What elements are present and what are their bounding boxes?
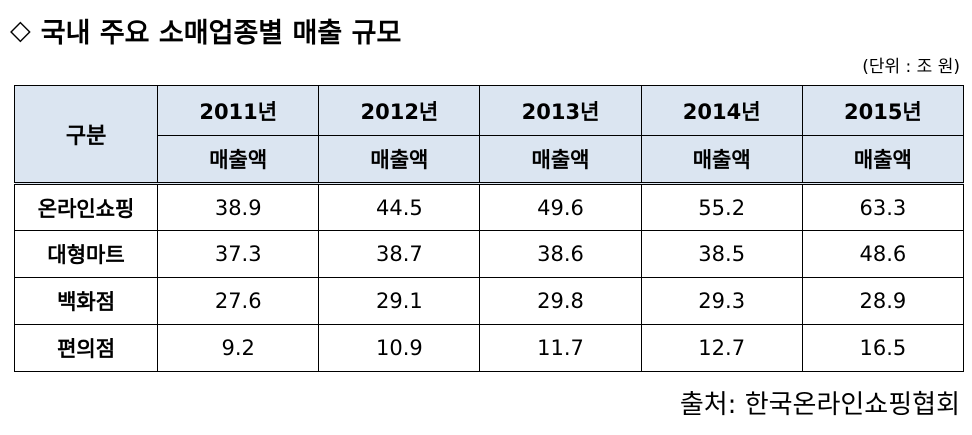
table-row: 온라인쇼핑 38.9 44.5 49.6 55.2 63.3 [13, 183, 965, 231]
table-cell: 38.5 [640, 230, 803, 278]
table-cell: 29.1 [318, 277, 481, 325]
sales-header: 매출액 [801, 135, 965, 185]
year-header: 2015년 [801, 85, 965, 136]
category-header: 구분 [13, 85, 159, 185]
year-header: 2011년 [157, 85, 320, 136]
table-row: 편의점 9.2 10.9 11.7 12.7 16.5 [13, 324, 965, 372]
table-cell: 44.5 [318, 183, 481, 231]
sales-table: 구분 2011년 2012년 2013년 2014년 2015년 매출액 매출액… [13, 85, 965, 372]
year-header-row: 구분 2011년 2012년 2013년 2014년 2015년 [13, 85, 965, 185]
table-cell: 38.7 [318, 230, 481, 278]
sales-header: 매출액 [479, 135, 642, 185]
unit-note: (단위 : 조 원) [862, 57, 960, 77]
title-text: 국내 주요 소매업종별 매출 규모 [40, 17, 402, 49]
table-cell: 11.7 [479, 324, 642, 372]
sales-header: 매출액 [157, 135, 320, 185]
page-title: ◇ 국내 주요 소매업종별 매출 규모 [10, 12, 402, 49]
table-cell: 27.6 [157, 277, 320, 325]
table-cell: 29.8 [479, 277, 642, 325]
table-row: 백화점 27.6 29.1 29.8 29.3 28.9 [13, 277, 965, 325]
table-cell: 28.9 [801, 277, 965, 325]
row-label: 대형마트 [13, 230, 159, 278]
table-cell: 10.9 [318, 324, 481, 372]
table-cell: 38.6 [479, 230, 642, 278]
table-cell: 9.2 [157, 324, 320, 372]
sales-header: 매출액 [318, 135, 481, 185]
table-cell: 37.3 [157, 230, 320, 278]
table-cell: 12.7 [640, 324, 803, 372]
table-cell: 49.6 [479, 183, 642, 231]
table-cell: 38.9 [157, 183, 320, 231]
year-header: 2014년 [640, 85, 803, 136]
year-header: 2013년 [479, 85, 642, 136]
diamond-icon: ◇ [10, 14, 31, 46]
table-cell: 48.6 [801, 230, 965, 278]
table-cell: 63.3 [801, 183, 965, 231]
source-note: 출처: 한국온라인쇼핑협회 [679, 390, 960, 420]
table-row: 대형마트 37.3 38.7 38.6 38.5 48.6 [13, 230, 965, 278]
row-label: 온라인쇼핑 [13, 183, 159, 231]
table-cell: 55.2 [640, 183, 803, 231]
year-header: 2012년 [318, 85, 481, 136]
row-label: 백화점 [13, 277, 159, 325]
table-cell: 16.5 [801, 324, 965, 372]
sales-header: 매출액 [640, 135, 803, 185]
metric-header-row: 매출액 매출액 매출액 매출액 매출액 [15, 135, 965, 185]
table-cell: 29.3 [640, 277, 803, 325]
row-label: 편의점 [13, 324, 159, 372]
